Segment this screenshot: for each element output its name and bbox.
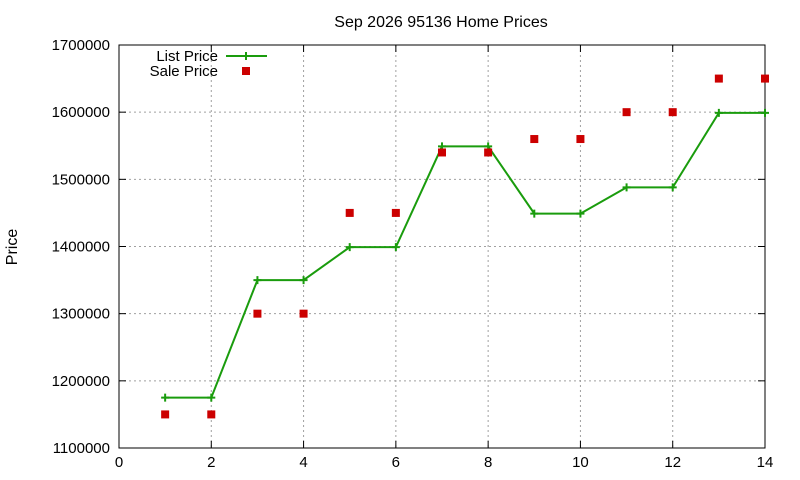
legend-label: Sale Price: [150, 63, 218, 80]
legend-label: List Price: [156, 48, 218, 65]
sale-price-point: [253, 309, 262, 318]
list-price-point: [714, 108, 723, 117]
x-tick-label: 2: [207, 454, 215, 471]
x-tick-label: 12: [664, 454, 681, 471]
y-tick-label: 1100000: [53, 440, 110, 457]
sale-price-point: [576, 135, 585, 144]
y-tick-label: 1400000: [52, 239, 110, 256]
list-price-point: [622, 183, 631, 192]
list-price-point: [576, 209, 585, 218]
series-layer: [161, 74, 769, 419]
list-price-point: [761, 108, 769, 117]
list-price-point: [345, 243, 354, 252]
sale-price-point: [438, 148, 446, 157]
x-tick-label: 14: [757, 454, 774, 471]
list-price-point: [161, 393, 170, 402]
sale-price-point: [622, 108, 631, 117]
list-price-point: [299, 276, 308, 285]
y-tick-label: 1300000: [52, 306, 110, 323]
x-tick-label: 4: [299, 454, 307, 471]
grid: [119, 45, 765, 448]
x-tick-label: 0: [115, 454, 123, 471]
sale-price-point: [761, 74, 769, 83]
chart-title: Sep 2026 95136 Home Prices: [334, 14, 547, 31]
sale-price-point: [391, 208, 400, 217]
y-axis-label: Price: [4, 229, 21, 266]
list-price-point: [391, 243, 400, 252]
sale-price-point: [207, 410, 216, 419]
legend-plus-swatch: [242, 52, 250, 60]
y-tick-label: 1600000: [52, 104, 110, 121]
axis-ticks: 1100000 1200000 1300000 1400000 1500000 16000…: [52, 37, 774, 471]
list-price-point: [253, 276, 262, 285]
list-price-point: [207, 393, 216, 402]
sale-price-point: [161, 410, 170, 419]
y-tick-label: 1200000: [52, 373, 110, 390]
legend-square-swatch: [242, 67, 250, 75]
sale-price-point: [345, 208, 354, 217]
y-tick-label: 1500000: [52, 171, 110, 188]
sale-price-point: [299, 309, 308, 318]
x-tick-label: 6: [392, 454, 400, 471]
y-tick-label: 1700000: [52, 37, 110, 54]
sale-price-point: [714, 74, 723, 83]
list-price-point: [530, 209, 539, 218]
x-tick-label: 8: [484, 454, 492, 471]
list-price-line: [165, 111, 765, 399]
list-price-point: [668, 183, 677, 192]
sale-price-point: [668, 108, 677, 117]
x-tick-label: 10: [572, 454, 589, 471]
sale-price-point: [530, 135, 539, 144]
sale-price-point: [484, 148, 493, 157]
